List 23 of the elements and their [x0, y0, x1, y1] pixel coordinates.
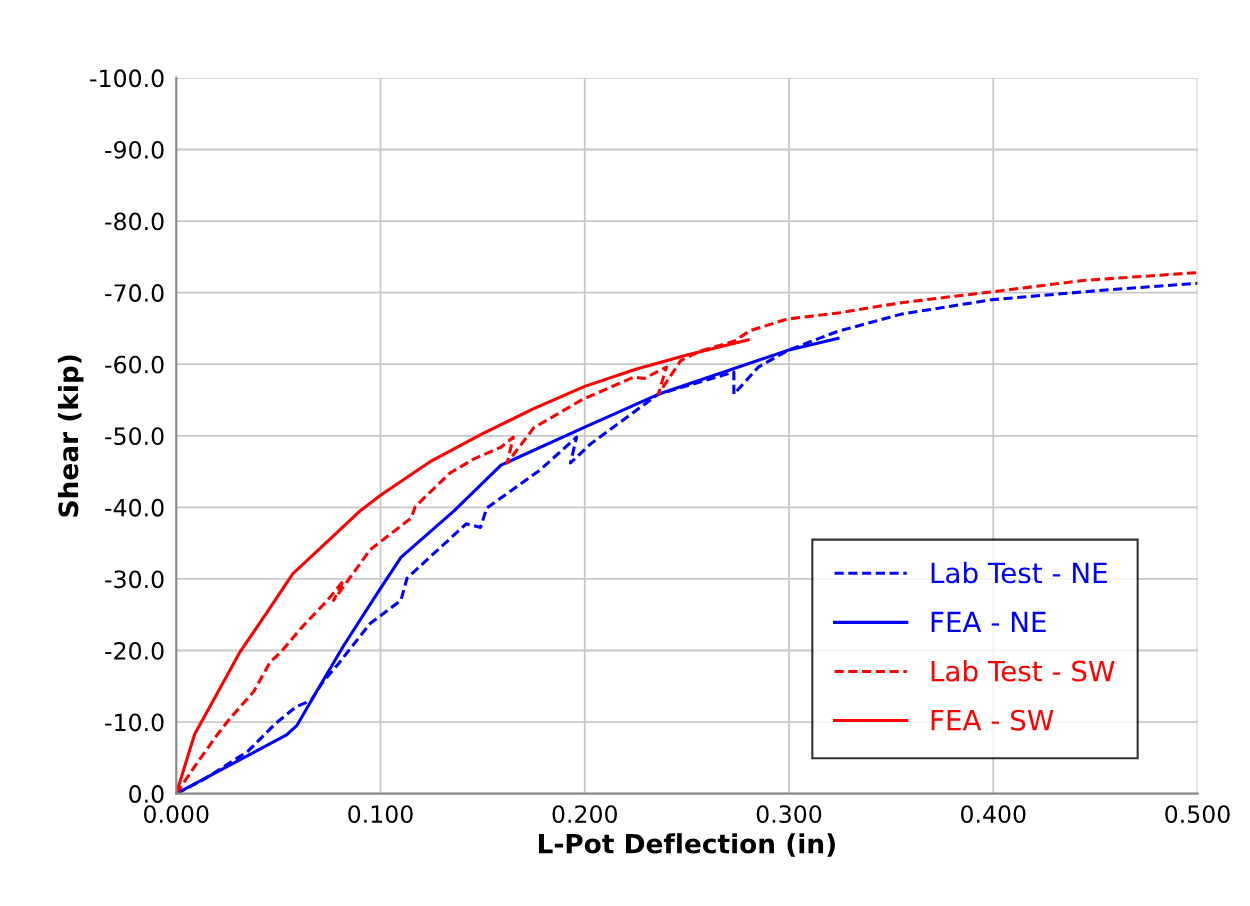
x-tick-label: 0.500 [1165, 805, 1230, 824]
y-tick-label: -50.0 [105, 427, 164, 446]
legend-label: Lab Test - SW [931, 660, 1115, 682]
x-tick-label: 0.100 [348, 805, 413, 824]
legend-label: Lab Test - NE [931, 561, 1107, 584]
y-tick-label: -60.0 [105, 355, 164, 374]
x-tick-label: 0.000 [144, 805, 209, 824]
y-tick-label: 0.0 [129, 785, 164, 803]
x-tick-label: 0.400 [961, 805, 1026, 824]
y-tick-label: -40.0 [105, 498, 164, 517]
y-tick-label: -70.0 [105, 284, 164, 302]
y-tick-label: -100.0 [90, 69, 164, 88]
y-tick-label: -90.0 [105, 140, 164, 159]
y-axis-title: Shear (kip) [57, 355, 84, 517]
legend-label: FEA - NE [931, 611, 1046, 633]
y-tick-label: -30.0 [105, 570, 164, 589]
y-tick-label: -80.0 [105, 212, 164, 231]
x-tick-label: 0.300 [756, 805, 822, 824]
y-tick-label: -20.0 [105, 641, 164, 660]
legend-label: FEA - SW [931, 709, 1054, 731]
y-tick-label: -10.0 [105, 713, 164, 732]
x-axis-title: L-Pot Deflection (in) [538, 833, 835, 857]
x-tick-label: 0.200 [552, 805, 617, 824]
